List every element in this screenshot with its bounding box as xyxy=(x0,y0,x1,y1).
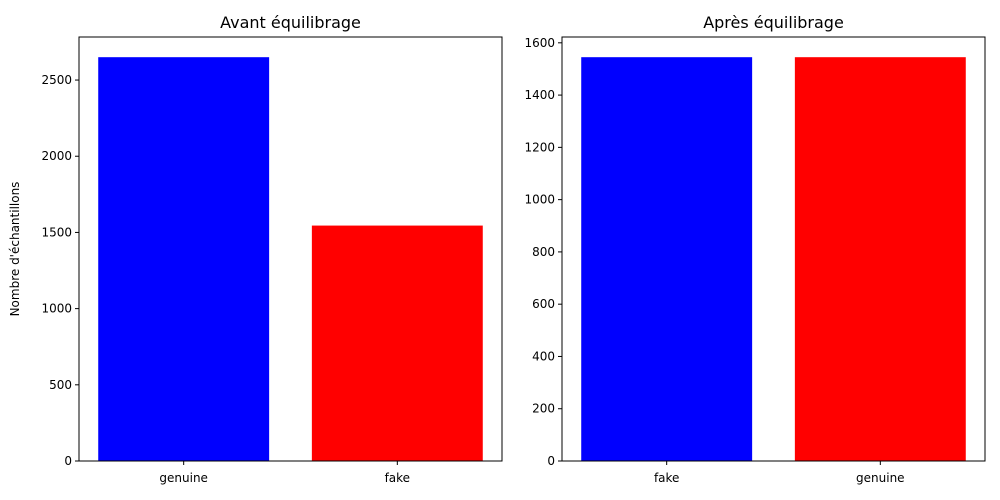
y-tick-label: 0 xyxy=(547,454,555,468)
x-ticks: fake genuine xyxy=(654,461,905,485)
y-tick-label: 800 xyxy=(532,245,555,259)
bar-genuine xyxy=(794,57,966,461)
chart-before-balancing: Avant équilibrage Nombre d'échantillons … xyxy=(8,13,503,485)
y-ticks: 0 500 1000 1500 2000 2500 xyxy=(41,73,79,468)
y-tick-label: 500 xyxy=(49,378,72,392)
y-tick-label: 2000 xyxy=(41,149,72,163)
chart-title: Avant équilibrage xyxy=(220,13,361,32)
plot-frame xyxy=(78,36,503,462)
chart-after-balancing: Après équilibrage 0 200 400 600 800 1000 1200 1… xyxy=(524,13,986,485)
y-tick-label: 2500 xyxy=(41,73,72,87)
x-tick-label: genuine xyxy=(159,471,208,485)
bar-fake xyxy=(581,57,753,461)
x-tick-label: genuine xyxy=(856,471,905,485)
bar-genuine xyxy=(98,57,270,461)
x-ticks: genuine fake xyxy=(159,461,410,485)
bar-fake xyxy=(311,225,483,461)
bars xyxy=(581,57,966,461)
bars xyxy=(98,57,483,461)
y-tick-label: 600 xyxy=(532,297,555,311)
y-tick-label: 1600 xyxy=(524,36,555,50)
y-tick-label: 0 xyxy=(64,454,72,468)
chart-title: Après équilibrage xyxy=(703,13,844,32)
y-tick-label: 400 xyxy=(532,349,555,363)
y-tick-label: 1400 xyxy=(524,88,555,102)
y-tick-label: 1200 xyxy=(524,140,555,154)
y-tick-label: 1000 xyxy=(41,302,72,316)
y-axis-label: Nombre d'échantillons xyxy=(8,182,22,317)
y-tick-label: 1500 xyxy=(41,225,72,239)
x-tick-label: fake xyxy=(385,471,410,485)
y-tick-label: 200 xyxy=(532,402,555,416)
plot-frame xyxy=(561,36,986,462)
y-ticks: 0 200 400 600 800 1000 1200 1400 1600 xyxy=(524,36,562,468)
y-tick-label: 1000 xyxy=(524,193,555,207)
x-tick-label: fake xyxy=(654,471,679,485)
